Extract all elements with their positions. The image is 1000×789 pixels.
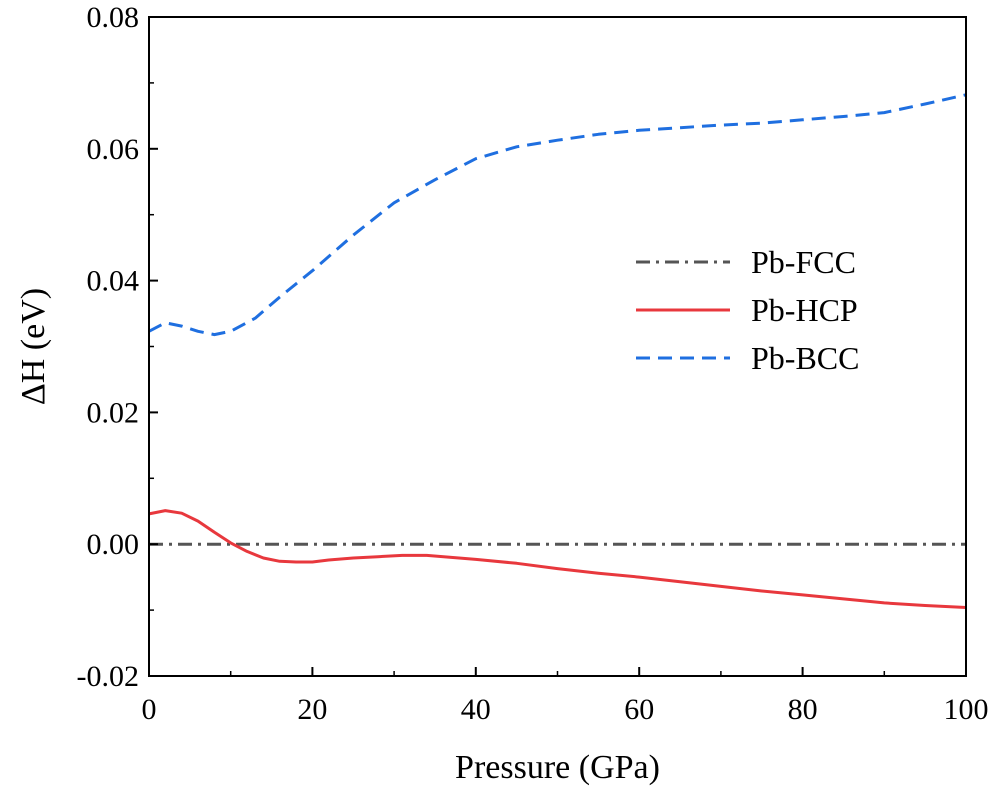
y-tick-label: 0.04	[87, 265, 140, 298]
x-tick-label: 80	[788, 693, 818, 726]
y-tick-label: -0.02	[77, 660, 140, 693]
legend-label-pb-bcc: Pb-BCC	[751, 340, 859, 376]
legend: Pb-FCC Pb-HCP Pb-BCC	[636, 244, 859, 376]
x-axis-title: Pressure (GPa)	[455, 749, 660, 786]
series-layer	[148, 93, 967, 609]
x-tick-label: 0	[142, 693, 157, 726]
series-line-pb-hcp	[148, 509, 967, 609]
y-tick-label: 0.00	[87, 528, 140, 561]
y-tick-label: 0.08	[87, 1, 140, 34]
x-tick-label: 60	[624, 693, 654, 726]
legend-label-pb-hcp: Pb-HCP	[751, 292, 858, 328]
y-tick-label: 0.02	[87, 396, 140, 429]
y-tick-label: 0.06	[87, 133, 140, 166]
x-tick-label: 40	[461, 693, 491, 726]
y-axis-title: ΔH (eV)	[15, 288, 52, 405]
x-tick-label: 20	[297, 693, 327, 726]
legend-label-pb-fcc: Pb-FCC	[751, 244, 856, 280]
series-line-pb-bcc	[148, 93, 967, 337]
x-tick-label: 100	[944, 693, 989, 726]
axis-layer: 0 20 40 60 80 100 -0.02 0.00 0.02 0.04 0.06 0.08	[77, 1, 989, 726]
